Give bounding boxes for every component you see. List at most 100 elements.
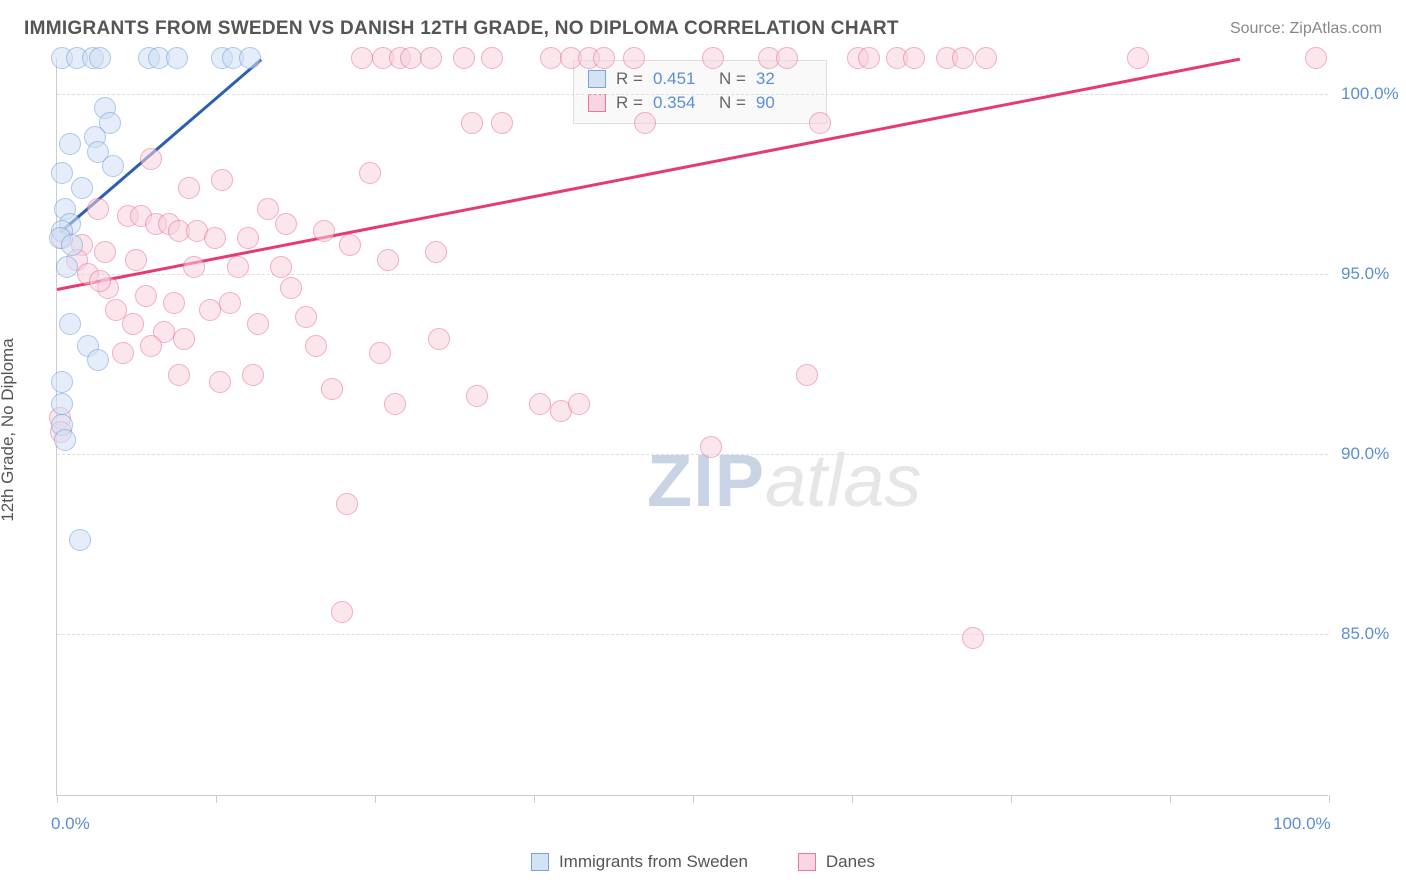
legend-label-sweden: Immigrants from Sweden <box>559 852 748 872</box>
n-label: N = <box>719 69 746 89</box>
swatch-danes-icon <box>798 853 816 871</box>
xtick <box>375 795 376 803</box>
data-point <box>140 335 162 357</box>
watermark: ZIPatlas <box>647 438 921 523</box>
data-point <box>369 342 391 364</box>
data-point <box>239 47 261 69</box>
data-point <box>776 47 798 69</box>
chart-title: IMMIGRANTS FROM SWEDEN VS DANISH 12TH GR… <box>24 18 899 40</box>
data-point <box>61 234 83 256</box>
data-point <box>420 47 442 69</box>
data-point <box>183 256 205 278</box>
data-point <box>275 213 297 235</box>
y-axis-label: 12th Grade, No Diploma <box>0 338 18 521</box>
data-point <box>89 47 111 69</box>
data-point <box>94 241 116 263</box>
xtick <box>693 795 694 803</box>
data-point <box>204 227 226 249</box>
xtick <box>1011 795 1012 803</box>
data-point <box>481 47 503 69</box>
data-point <box>384 393 406 415</box>
data-point <box>51 371 73 393</box>
r-label: R = <box>616 93 643 113</box>
source-label: Source: ZipAtlas.com <box>1230 20 1382 38</box>
data-point <box>903 47 925 69</box>
data-point <box>105 299 127 321</box>
data-point <box>89 270 111 292</box>
data-point <box>71 177 93 199</box>
data-point <box>280 277 302 299</box>
data-point <box>112 342 134 364</box>
n-value-sweden: 32 <box>756 69 812 89</box>
data-point <box>400 47 422 69</box>
ytick-label: 100.0% <box>1341 84 1399 104</box>
data-point <box>166 47 188 69</box>
data-point <box>796 364 818 386</box>
data-point <box>87 349 109 371</box>
data-point <box>425 241 447 263</box>
data-point <box>209 371 231 393</box>
data-point <box>178 177 200 199</box>
gridline <box>57 634 1328 635</box>
xtick <box>534 795 535 803</box>
data-point <box>339 234 361 256</box>
legend-label-danes: Danes <box>826 852 875 872</box>
data-point <box>247 313 269 335</box>
data-point <box>51 162 73 184</box>
xtick-label: 0.0% <box>51 814 90 834</box>
data-point <box>242 364 264 386</box>
data-point <box>140 148 162 170</box>
r-value-danes: 0.354 <box>653 93 709 113</box>
data-point <box>529 393 551 415</box>
legend-item-sweden: Immigrants from Sweden <box>531 852 748 872</box>
data-point <box>219 292 241 314</box>
scatter-plot: ZIPatlas R = 0.451 N = 32 R = 0.354 N = … <box>56 58 1328 796</box>
data-point <box>336 493 358 515</box>
data-point <box>702 47 724 69</box>
data-point <box>491 112 513 134</box>
data-point <box>540 47 562 69</box>
data-point <box>168 364 190 386</box>
n-value-danes: 90 <box>756 93 812 113</box>
xtick <box>216 795 217 803</box>
data-point <box>809 112 831 134</box>
data-point <box>466 385 488 407</box>
data-point <box>461 112 483 134</box>
data-point <box>135 285 157 307</box>
data-point <box>51 393 73 415</box>
watermark-atlas: atlas <box>765 439 921 522</box>
xtick <box>57 795 58 803</box>
data-point <box>59 133 81 155</box>
data-point <box>125 249 147 271</box>
swatch-sweden <box>588 70 606 88</box>
data-point <box>59 313 81 335</box>
data-point <box>313 220 335 242</box>
data-point <box>122 313 144 335</box>
series-legend: Immigrants from Sweden Danes <box>0 852 1406 872</box>
data-point <box>377 249 399 271</box>
gridline <box>57 94 1328 95</box>
data-point <box>163 292 185 314</box>
data-point <box>295 306 317 328</box>
data-point <box>321 378 343 400</box>
swatch-sweden-icon <box>531 853 549 871</box>
data-point <box>87 198 109 220</box>
data-point <box>227 256 249 278</box>
xtick <box>1329 795 1330 803</box>
data-point <box>102 155 124 177</box>
ytick-label: 95.0% <box>1341 264 1389 284</box>
data-point <box>952 47 974 69</box>
data-point <box>173 328 195 350</box>
data-point <box>975 47 997 69</box>
gridline <box>57 454 1328 455</box>
r-label: R = <box>616 69 643 89</box>
data-point <box>700 436 722 458</box>
data-point <box>305 335 327 357</box>
gridline <box>57 274 1328 275</box>
data-point <box>858 47 880 69</box>
data-point <box>593 47 615 69</box>
data-point <box>237 227 259 249</box>
xtick <box>852 795 853 803</box>
r-value-sweden: 0.451 <box>653 69 709 89</box>
ytick-label: 90.0% <box>1341 444 1389 464</box>
